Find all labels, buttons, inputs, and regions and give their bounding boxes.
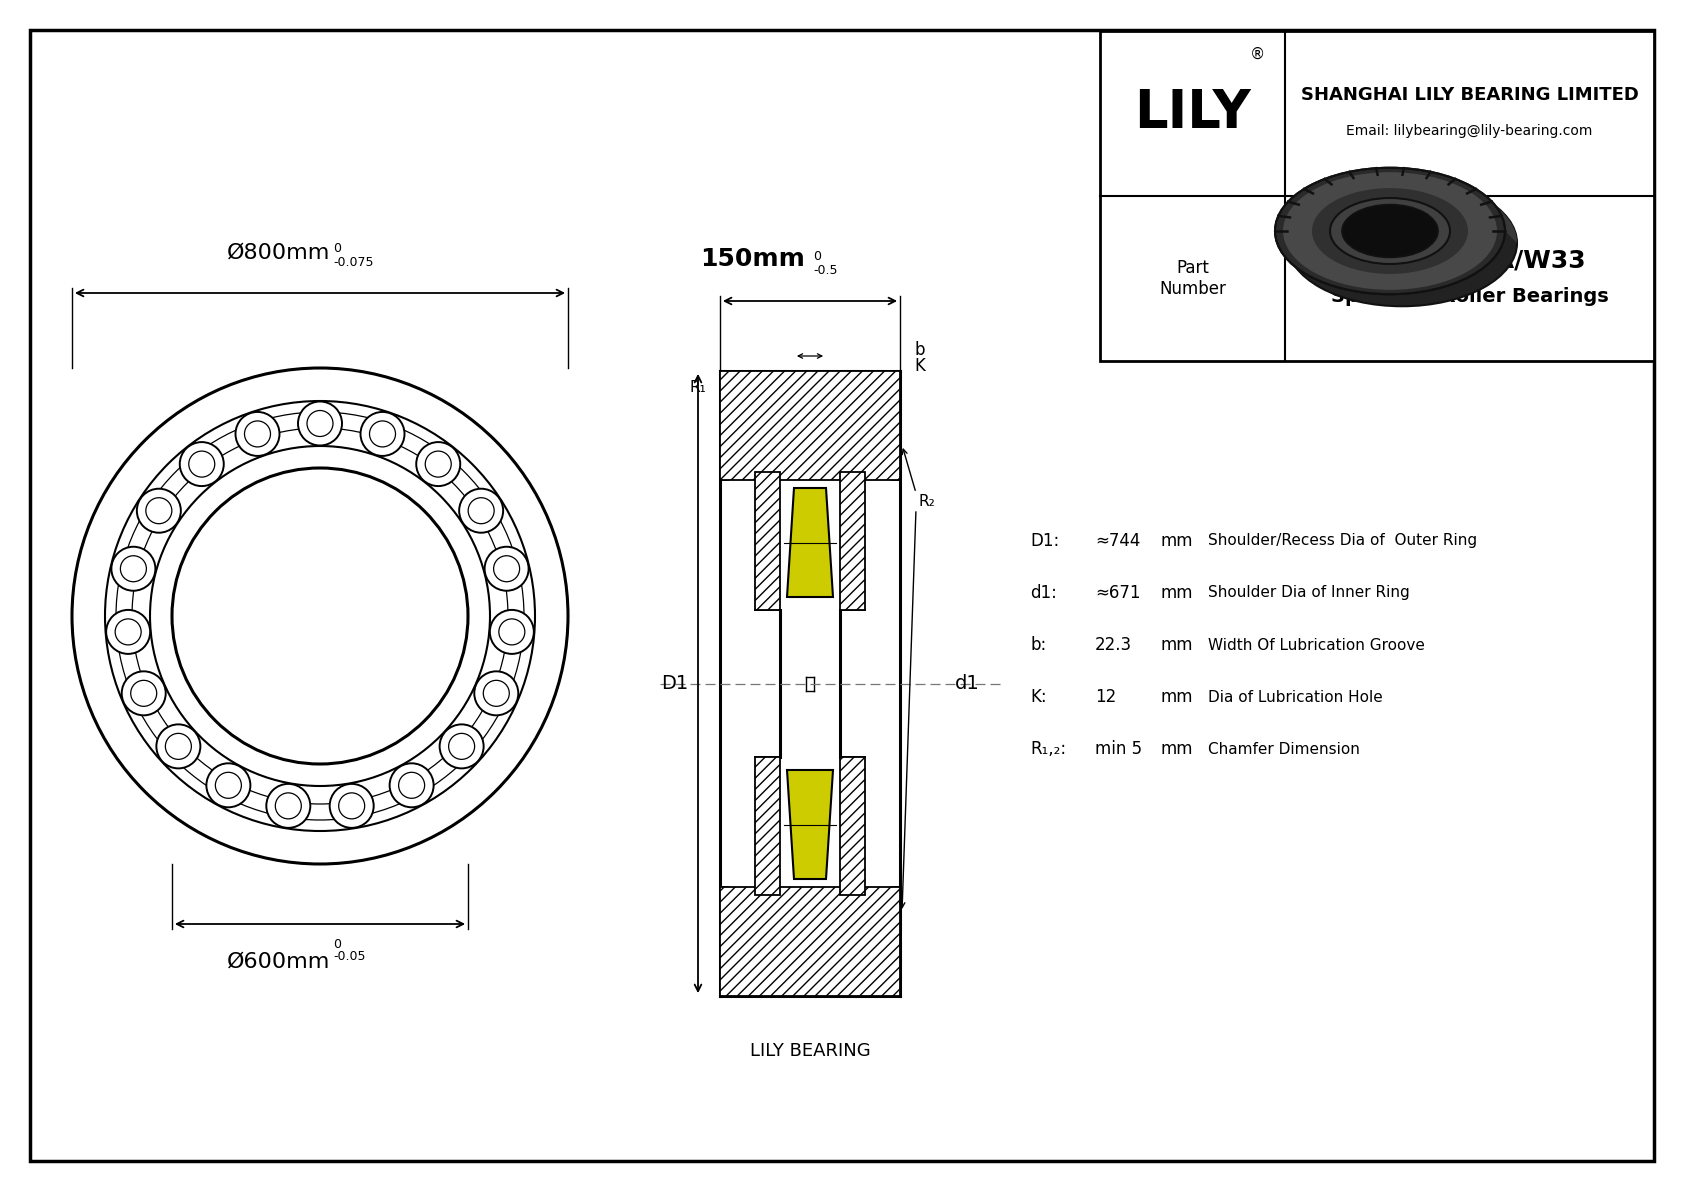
Text: SHANGHAI LILY BEARING LIMITED: SHANGHAI LILY BEARING LIMITED [1300, 87, 1639, 105]
Text: ®: ® [1250, 46, 1265, 62]
Text: Shoulder Dia of Inner Ring: Shoulder Dia of Inner Ring [1207, 586, 1410, 600]
Circle shape [207, 763, 251, 807]
Text: min 5: min 5 [1095, 740, 1142, 757]
Circle shape [416, 442, 460, 486]
Ellipse shape [1342, 205, 1438, 257]
Circle shape [266, 784, 310, 828]
Circle shape [360, 412, 404, 456]
Circle shape [460, 488, 504, 532]
Ellipse shape [1287, 180, 1517, 306]
Text: b: b [914, 341, 925, 358]
Ellipse shape [1275, 168, 1505, 294]
Text: Dia of Lubrication Hole: Dia of Lubrication Hole [1207, 690, 1383, 705]
Bar [754, 472, 780, 610]
Ellipse shape [1330, 198, 1450, 264]
Text: 0: 0 [333, 242, 340, 255]
Text: 150mm: 150mm [701, 247, 805, 272]
Text: Email: lilybearing@lily-bearing.com: Email: lilybearing@lily-bearing.com [1346, 125, 1593, 138]
Text: K:: K: [1031, 688, 1047, 706]
Text: Width Of Lubrication Groove: Width Of Lubrication Groove [1207, 637, 1425, 653]
Bar [721, 372, 899, 480]
Text: 22.3: 22.3 [1095, 636, 1132, 654]
Text: R₁: R₁ [689, 380, 706, 394]
Text: Chamfer Dimension: Chamfer Dimension [1207, 742, 1361, 756]
Circle shape [330, 784, 374, 828]
Text: 0: 0 [333, 939, 340, 950]
Text: -0.05: -0.05 [333, 950, 365, 964]
Text: mm: mm [1160, 740, 1192, 757]
Bar [721, 887, 899, 996]
Circle shape [440, 724, 483, 768]
Text: R₂: R₂ [918, 493, 935, 509]
Text: mm: mm [1160, 688, 1192, 706]
Circle shape [475, 672, 519, 716]
Polygon shape [1275, 168, 1517, 243]
Text: d1: d1 [955, 674, 980, 693]
Text: d1:: d1: [1031, 584, 1058, 601]
Circle shape [298, 401, 342, 445]
Text: LILY BEARING: LILY BEARING [749, 1042, 871, 1060]
Text: D1:: D1: [1031, 532, 1059, 550]
Bar [840, 472, 866, 610]
Text: D1: D1 [660, 674, 689, 693]
Circle shape [111, 547, 155, 591]
Ellipse shape [1312, 188, 1468, 274]
Text: b:: b: [1031, 636, 1046, 654]
Circle shape [157, 724, 200, 768]
Circle shape [106, 610, 150, 654]
Text: mm: mm [1160, 532, 1192, 550]
Text: R₁,₂:: R₁,₂: [1031, 740, 1066, 757]
Ellipse shape [1283, 173, 1497, 289]
Text: Part
Number: Part Number [1159, 260, 1226, 298]
Text: Shoulder/Recess Dia of  Outer Ring: Shoulder/Recess Dia of Outer Ring [1207, 534, 1477, 549]
Circle shape [236, 412, 280, 456]
Text: Spherical Roller Bearings: Spherical Roller Bearings [1330, 287, 1608, 306]
Text: mm: mm [1160, 636, 1192, 654]
Circle shape [121, 672, 165, 716]
Text: 12: 12 [1095, 688, 1116, 706]
Text: K: K [914, 357, 925, 375]
Polygon shape [786, 488, 834, 597]
Bar [754, 757, 780, 894]
Circle shape [136, 488, 180, 532]
Text: Ø800mm: Ø800mm [227, 243, 330, 263]
Text: 0: 0 [813, 250, 822, 263]
Text: ≈671: ≈671 [1095, 584, 1140, 601]
Bar [1100, 31, 1654, 361]
Circle shape [389, 763, 433, 807]
Text: 239/600 CA/W33: 239/600 CA/W33 [1354, 249, 1585, 273]
Circle shape [490, 610, 534, 654]
Circle shape [72, 368, 568, 863]
Circle shape [180, 442, 224, 486]
Bar [840, 757, 866, 894]
Text: ≈744: ≈744 [1095, 532, 1140, 550]
Text: mm: mm [1160, 584, 1192, 601]
Text: -0.5: -0.5 [813, 264, 837, 278]
Circle shape [485, 547, 529, 591]
Text: -0.075: -0.075 [333, 256, 374, 269]
Text: LILY: LILY [1133, 87, 1251, 139]
Text: Ø600mm: Ø600mm [227, 952, 330, 972]
Polygon shape [786, 771, 834, 879]
